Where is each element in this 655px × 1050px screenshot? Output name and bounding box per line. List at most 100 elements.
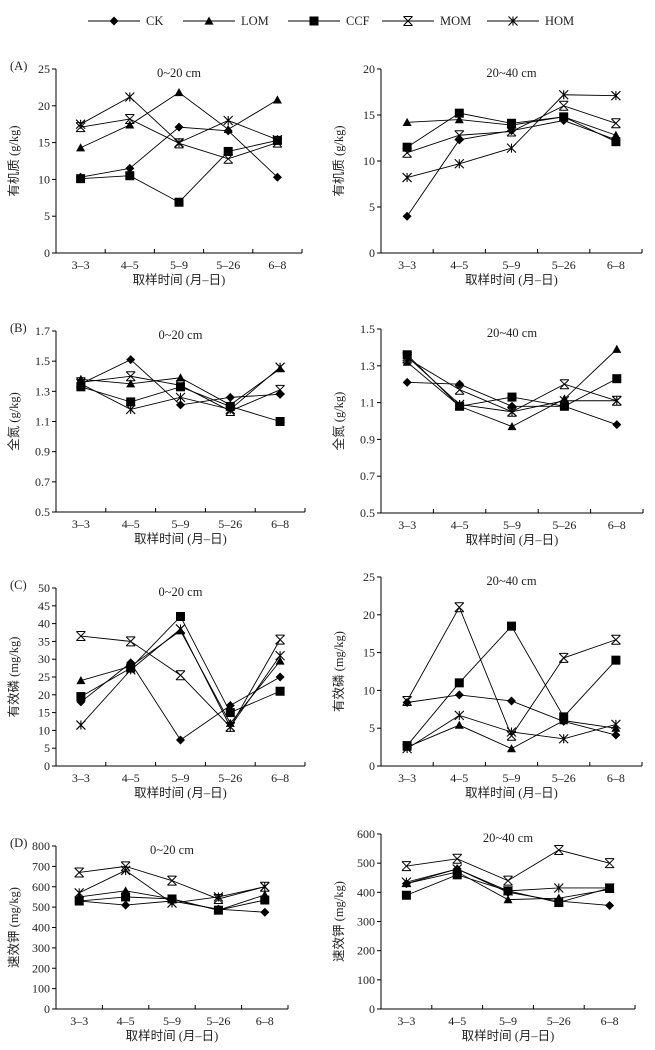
data-point	[507, 118, 516, 128]
data-point	[76, 692, 86, 702]
x-tick-label: 6–8	[256, 1014, 274, 1028]
y-tick-label: 1.5	[35, 354, 50, 368]
data-point	[126, 379, 136, 388]
x-axis-label: 取样时间 (月–日)	[126, 1028, 219, 1043]
data-point	[223, 153, 234, 164]
y-tick-label: 20	[38, 688, 50, 702]
series-hom	[401, 864, 615, 896]
data-point	[126, 355, 136, 365]
x-tick-label: 5–9	[172, 771, 190, 785]
y-tick-label: 600	[32, 880, 50, 894]
x-tick-label: 3–3	[72, 771, 90, 785]
series-ccf	[402, 350, 622, 411]
y-tick-label: 45	[38, 599, 50, 613]
x-tick-label: 5–9	[503, 518, 521, 532]
data-point	[554, 898, 564, 908]
data-point	[76, 143, 86, 152]
x-axis-label: 取样时间 (月–日)	[462, 1028, 555, 1043]
x-axis-label: 取样时间 (月–日)	[465, 272, 558, 287]
data-point	[174, 88, 184, 97]
data-point	[124, 114, 135, 125]
y-tick-label: 30	[38, 652, 50, 666]
data-point	[402, 147, 412, 158]
series-lom	[402, 344, 622, 431]
data-point	[611, 130, 621, 139]
x-tick-label: 5–26	[216, 258, 240, 272]
series-mom	[401, 845, 615, 886]
data-point	[454, 602, 465, 613]
y-tick-label: 10	[38, 172, 50, 186]
data-point	[176, 400, 185, 410]
data-point	[506, 143, 517, 154]
data-point	[272, 134, 283, 145]
series-hom	[76, 624, 285, 732]
series-hom	[75, 92, 283, 148]
data-point	[275, 362, 285, 373]
data-point	[454, 108, 464, 118]
data-point	[612, 420, 622, 430]
data-point	[558, 652, 569, 663]
data-point	[452, 870, 462, 880]
panel-4: 0 5 10 15 20 25 30 35 40 45 50 3–3 4–5 5–9 5–26 6–8 取样时间…	[6, 578, 306, 800]
x-tick-label: 5–26	[206, 1014, 230, 1028]
x-tick-label: 5–26	[547, 1014, 571, 1028]
legend-label: LOM	[241, 14, 269, 28]
y-axis-label: 速效钾 (mg/kg)	[6, 887, 21, 968]
data-point	[225, 708, 235, 718]
data-point	[125, 664, 136, 675]
y-tick-label: 1.1	[35, 415, 50, 429]
y-tick-label: 25	[38, 62, 50, 76]
data-point	[74, 896, 84, 906]
data-point	[402, 117, 412, 126]
legend-label: HOM	[545, 14, 574, 28]
panel-title: 0~20 cm	[157, 66, 201, 80]
panel-label: (C)	[10, 578, 27, 592]
legend: CK LOM CCF MOM HOM	[88, 14, 574, 28]
data-point	[604, 858, 615, 869]
x-tick-label: 3–3	[72, 517, 90, 531]
x-tick-label: 3–3	[398, 258, 416, 272]
data-point	[167, 898, 177, 908]
data-point	[275, 634, 285, 645]
data-point	[454, 710, 465, 721]
data-point	[605, 900, 615, 910]
series-mom	[402, 100, 621, 158]
panel-title: 0~20 cm	[159, 328, 203, 342]
x-axis-label: 取样时间 (月–日)	[134, 785, 227, 800]
data-point	[454, 678, 464, 688]
data-point	[507, 744, 516, 753]
panel-label: (B)	[10, 321, 27, 335]
data-point	[76, 174, 86, 184]
panels: 0 5 10 15 20 25 3–3 4–5 5–9 5–26 6–8 取样时间 (月–日) 有机质 …	[6, 59, 644, 1043]
y-tick-label: 100	[32, 982, 50, 996]
legend-label: CK	[146, 14, 163, 28]
y-tick-label: 100	[357, 973, 375, 987]
panel-6: 0 100 200 300 400 500 600 700 800 3–3 4–5 5–9 5–26 6–…	[6, 836, 289, 1043]
legend-item-mom: MOM	[382, 14, 471, 28]
data-point	[559, 401, 569, 411]
series-hom	[76, 362, 285, 415]
data-point	[402, 211, 412, 221]
data-point	[402, 697, 412, 707]
data-point	[120, 865, 131, 876]
x-tick-label: 3–3	[397, 1014, 415, 1028]
triangle-marker-icon	[204, 16, 214, 25]
panel-title: 0~20 cm	[150, 843, 194, 857]
data-point	[455, 379, 465, 389]
x-tick-label: 5–9	[503, 771, 521, 785]
y-tick-label: 5	[44, 741, 50, 755]
y-tick-label: 0.5	[360, 506, 375, 520]
data-point	[176, 735, 185, 745]
x-tick-label: 3–3	[70, 1014, 88, 1028]
x-axis-label: 取样时间 (月–日)	[134, 531, 227, 546]
data-point	[223, 115, 234, 126]
y-tick-label: 300	[32, 941, 50, 955]
y-tick-label: 1.3	[35, 384, 50, 398]
data-point	[503, 875, 513, 886]
data-point	[402, 743, 412, 754]
data-point	[74, 867, 85, 878]
data-point	[454, 690, 464, 700]
y-tick-label: 0	[369, 759, 375, 773]
y-tick-label: 400	[357, 885, 375, 899]
